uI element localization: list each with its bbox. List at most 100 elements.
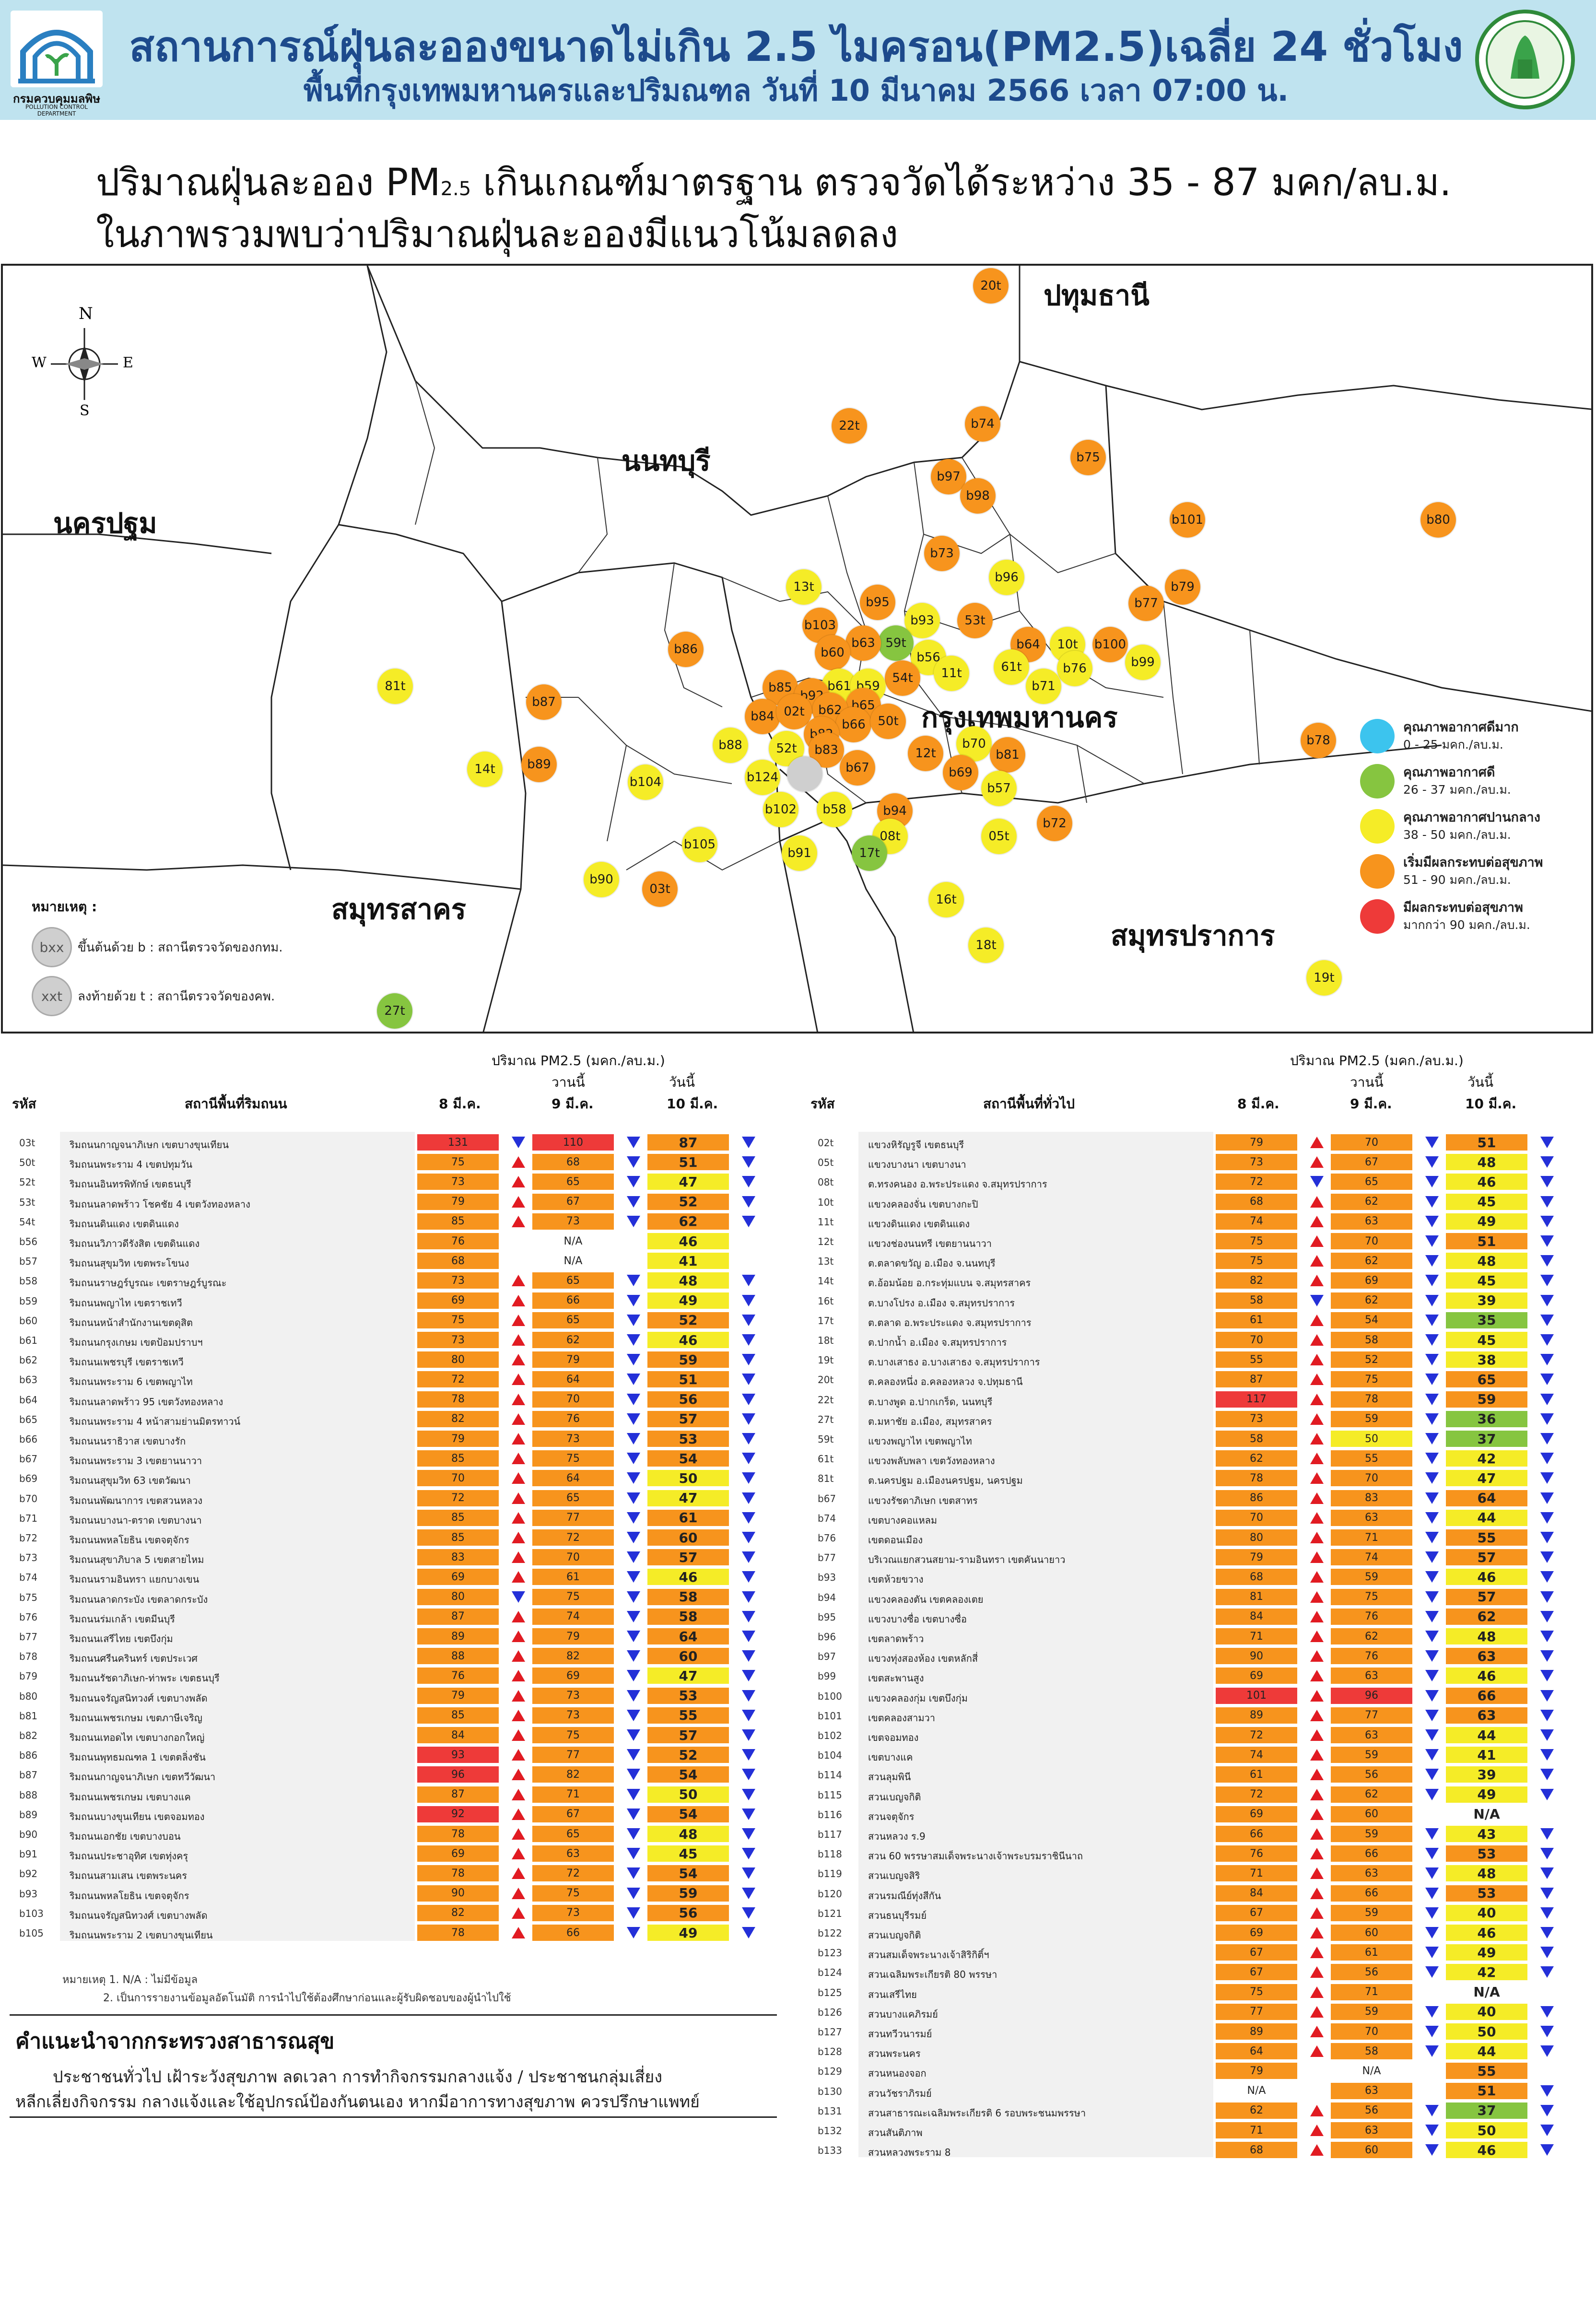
left_rows-row-trend2-down-icon [627,1867,640,1879]
station-marker-03t[interactable]: 03t [642,871,678,907]
station-marker-b93[interactable]: b93 [904,603,940,638]
station-marker-b74[interactable]: b74 [965,406,1000,442]
province-label-nonthaburi: นนทบุรี [622,445,711,477]
left_rows-row-d3: 56 [647,1391,729,1408]
station-marker-02t[interactable]: 02t [776,694,812,729]
left_rows-row-d3: 47 [647,1174,729,1190]
left_rows-row-trend2-down-icon [627,1532,640,1543]
station-marker-b100[interactable]: b100 [1092,627,1128,662]
map-note-t-text: ลงท้ายด้วย t : สถานีตรวจวัดของคพ. [78,989,275,1004]
station-marker-b96[interactable]: b96 [989,560,1024,595]
station-marker-b73[interactable]: b73 [924,536,960,571]
station-marker-b81[interactable]: b81 [990,737,1025,773]
station-marker-b97[interactable]: b97 [931,459,966,494]
left_rows-row-trend3-down-icon [742,1551,755,1563]
left_rows-row-d2: 67 [532,1193,614,1210]
station-marker-17t[interactable]: 17t [852,835,887,871]
station-marker-b84[interactable]: b84 [745,699,780,734]
station-marker-b75[interactable]: b75 [1070,440,1106,475]
right_rows-row-code: b99 [818,1670,836,1682]
right_rows-row-trend1-up-icon [1310,1986,1324,1998]
legend-text-red: มีผลกระทบต่อสุขภาพ มากกว่า 90 มคก./ลบ.ม. [1403,899,1530,934]
station-marker-b60[interactable]: b60 [815,635,850,670]
station-marker-b66[interactable]: b66 [836,707,871,742]
right_rows-row-d2: 63 [1331,1727,1412,1743]
legend-swatch-red [1360,899,1395,934]
station-marker-59t[interactable]: 59t [878,625,914,661]
station-marker-b78[interactable]: b78 [1301,723,1336,758]
station-marker-27t[interactable]: 27t [377,993,412,1029]
station-marker-54t[interactable]: 54t [885,660,920,696]
left_rows-row-trend3-down-icon [742,1749,755,1761]
station-marker-22t[interactable]: 22t [832,408,867,444]
right_rows-row-trend2-down-icon [1425,1690,1439,1702]
station-marker-b104[interactable]: b104 [628,764,663,800]
station-marker-b87[interactable]: b87 [526,684,562,720]
station-marker-b103[interactable]: b103 [802,608,838,643]
right_rows-row-d1: 68 [1216,1569,1297,1586]
station-marker-53t[interactable]: 53t [957,603,993,638]
left_rows-row-code: b87 [19,1769,38,1781]
station-marker-b99[interactable]: b99 [1125,645,1161,680]
station-marker-11t[interactable]: 11t [934,656,969,691]
station-marker-81t[interactable]: 81t [377,669,413,704]
right_rows-row-d3: 39 [1446,1292,1527,1309]
right_rows-row-code: b67 [818,1492,836,1504]
station-marker-nodata[interactable] [787,756,822,792]
right_rows-row-d3: 46 [1446,1668,1527,1684]
right_rows-row-name: สวนรมณีย์ทุ่งสีกัน [868,1890,941,1902]
station-marker-b88[interactable]: b88 [713,728,748,763]
station-marker-61t[interactable]: 61t [994,649,1029,685]
right_rows-row-d2: 56 [1331,2102,1412,2119]
station-marker-12t[interactable]: 12t [908,736,943,771]
right_rows-row-name: สวนหลวงพระราม 8 [868,2147,951,2159]
station-marker-19t[interactable]: 19t [1306,960,1342,996]
station-marker-10t[interactable]: 10t [1050,627,1085,662]
station-marker-b67[interactable]: b67 [840,750,875,786]
station-marker-b71[interactable]: b71 [1026,669,1061,704]
lead-line1: ปริมาณฝุ่นละออง PM2.5 เกินเกณฑ์มาตรฐาน ต… [96,153,1451,212]
right_rows-row-d3: 42 [1446,1964,1527,1981]
left_rows-d2-header: 9 มี.ค. [552,1096,594,1112]
station-marker-b57[interactable]: b57 [981,771,1017,806]
station-marker-b77[interactable]: b77 [1128,586,1164,621]
station-marker-b79[interactable]: b79 [1165,569,1200,605]
station-marker-b105[interactable]: b105 [682,827,717,862]
right_rows-row-name: เขตบางแค [868,1751,913,1763]
station-marker-18t[interactable]: 18t [968,928,1004,963]
station-marker-50t[interactable]: 50t [870,704,906,739]
station-marker-13t[interactable]: 13t [786,569,821,605]
station-marker-b80[interactable]: b80 [1420,502,1456,538]
station-marker-b86[interactable]: b86 [668,632,704,667]
right_rows-row-trend2-down-icon [1425,1650,1439,1662]
right_rows-row-trend1-up-icon [1310,1512,1324,1524]
right_rows-row-code: b127 [818,2026,842,2038]
right_rows-row-name: สวนบางแคภิรมย์ [868,2008,938,2020]
station-marker-05t[interactable]: 05t [981,819,1017,854]
left_rows-row-trend2-down-icon [627,1610,640,1622]
station-marker-14t[interactable]: 14t [467,752,503,787]
right_rows-row-name: ต.มหาชัย อ.เมือง, สมุทรสาคร [868,1415,992,1427]
station-marker-b76[interactable]: b76 [1057,651,1092,686]
station-marker-b63[interactable]: b63 [845,625,881,661]
station-marker-b69[interactable]: b69 [943,755,978,790]
station-marker-b95[interactable]: b95 [860,585,895,620]
station-marker-16t[interactable]: 16t [928,882,964,917]
station-marker-b72[interactable]: b72 [1037,806,1072,841]
station-marker-b91[interactable]: b91 [782,835,817,871]
station-marker-b101[interactable]: b101 [1170,502,1205,538]
left_rows-row-name: ริมถนนลาดพร้าว 95 เขตวังทองหลาง [70,1396,223,1408]
left_rows-row-d3: 48 [647,1272,729,1289]
station-marker-b124[interactable]: b124 [745,760,780,795]
station-marker-b102[interactable]: b102 [763,792,798,827]
right_rows-row-code: 59t [818,1433,834,1445]
station-marker-b98[interactable]: b98 [960,478,996,514]
left_rows-row-code: b58 [19,1275,38,1287]
station-marker-b58[interactable]: b58 [817,792,852,827]
right_rows-row-trend1-up-icon [1310,1433,1324,1445]
left_rows-row-d3: 45 [647,1845,729,1862]
station-marker-b90[interactable]: b90 [584,862,619,897]
station-marker-b89[interactable]: b89 [521,747,557,782]
station-marker-20t[interactable]: 20t [973,268,1009,304]
right_rows-row-d1: 67 [1216,1904,1297,1921]
